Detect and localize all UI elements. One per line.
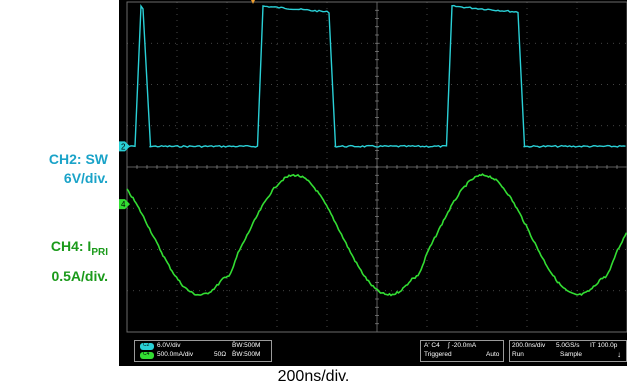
channel-marker-label: 2 [121,142,126,151]
trigger-source: A' C4 [424,342,440,349]
ch4-impedance-readout: 50Ω [214,351,227,358]
channel-markers: 24 [119,141,130,210]
trigger-state: Triggered [424,351,452,358]
down-arrow-icon: ↓ [617,350,621,359]
ch4-label: CH4: IPRI [0,237,108,262]
channel-marker-4 [119,199,130,210]
trigger-mode: Auto [486,351,500,358]
ch2-label: CH2: SW [0,150,108,168]
record-readout: IT 100.0p [590,342,618,349]
ch2-bw-readout: B̄W:500M [232,342,261,349]
ch2-chip [140,343,154,350]
ch4-name-prefix: CH4: I [50,238,92,254]
ch2-sw-trace [126,4,626,149]
ch4-scale: 0.5A/div. [51,268,108,284]
status-ch-box [134,340,272,362]
channel-marker-label: 4 [121,200,126,209]
status-bar [119,340,627,363]
trigger-position-icon [251,0,255,4]
ch2-scale-label: 6V/div. [0,169,108,187]
ch4-name-sub: PRI [91,246,108,258]
timebase-readout: 200.0ns/div [512,342,546,349]
graticule-border [126,1,627,333]
ch4-bw-readout: B̄W:500M [232,351,261,358]
ch4-scale-label: 0.5A/div. [0,267,108,285]
ch2-name-prefix: CH2: [48,151,86,167]
acquisition-mode: Sample [560,351,583,358]
run-state: Run [512,351,524,358]
status-trigger-box [420,340,504,362]
channel-marker-2 [119,141,130,152]
trigger-level: ∫ -20.0mA [448,342,477,349]
sample-rate-readout: 5.0GS/s [556,342,580,349]
ch2-scale-readout: 6.0V/div [157,342,181,349]
ch4-ipri-trace [126,173,627,297]
ch2-name: SW [85,151,108,167]
ch4-scale-readout: 500.0mA/div [157,351,194,358]
graticule [126,1,627,333]
x-axis-label: 200ns/div. [277,368,350,385]
ch2-chip-label: C2 [143,342,150,348]
ch2-scale: 6V/div. [63,170,108,186]
ch4-chip [140,352,154,359]
ch4-chip-label: C4 [143,351,150,357]
